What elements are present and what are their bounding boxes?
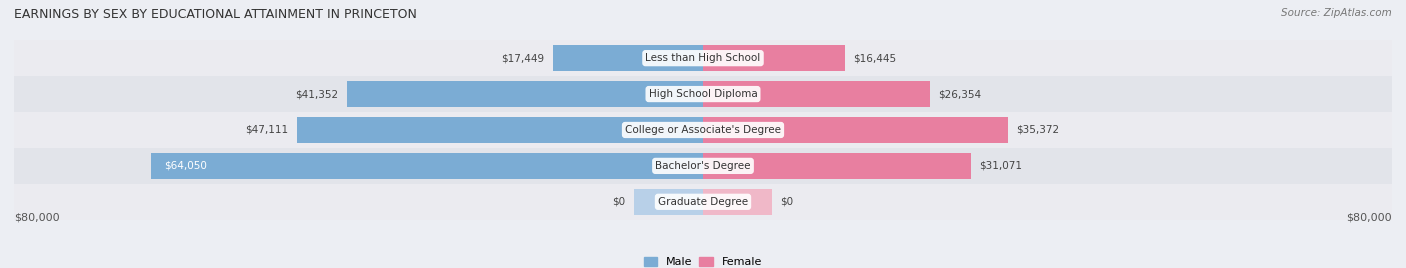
Text: $80,000: $80,000 xyxy=(14,213,59,223)
Text: $80,000: $80,000 xyxy=(1347,213,1392,223)
Bar xyxy=(703,117,1008,143)
Bar xyxy=(553,45,703,71)
Text: $31,071: $31,071 xyxy=(979,161,1022,171)
Text: $47,111: $47,111 xyxy=(246,125,288,135)
Text: $17,449: $17,449 xyxy=(501,53,544,63)
Bar xyxy=(634,189,703,215)
Bar xyxy=(152,153,703,179)
Bar xyxy=(14,40,1392,76)
Bar xyxy=(703,45,845,71)
Bar xyxy=(703,189,772,215)
Text: High School Diploma: High School Diploma xyxy=(648,89,758,99)
Bar xyxy=(703,153,970,179)
Text: EARNINGS BY SEX BY EDUCATIONAL ATTAINMENT IN PRINCETON: EARNINGS BY SEX BY EDUCATIONAL ATTAINMEN… xyxy=(14,8,418,21)
Legend: Male, Female: Male, Female xyxy=(640,252,766,268)
Bar xyxy=(14,148,1392,184)
Text: Bachelor's Degree: Bachelor's Degree xyxy=(655,161,751,171)
Bar xyxy=(14,76,1392,112)
Text: $64,050: $64,050 xyxy=(165,161,207,171)
Text: $0: $0 xyxy=(780,197,793,207)
Bar xyxy=(703,81,929,107)
Text: $0: $0 xyxy=(613,197,626,207)
Text: $16,445: $16,445 xyxy=(853,53,897,63)
Text: Less than High School: Less than High School xyxy=(645,53,761,63)
Text: $35,372: $35,372 xyxy=(1017,125,1059,135)
Bar xyxy=(347,81,703,107)
Text: College or Associate's Degree: College or Associate's Degree xyxy=(626,125,780,135)
Text: $26,354: $26,354 xyxy=(939,89,981,99)
Text: $41,352: $41,352 xyxy=(295,89,339,99)
Text: Graduate Degree: Graduate Degree xyxy=(658,197,748,207)
Bar xyxy=(297,117,703,143)
Bar xyxy=(14,184,1392,220)
Bar xyxy=(14,112,1392,148)
Text: Source: ZipAtlas.com: Source: ZipAtlas.com xyxy=(1281,8,1392,18)
